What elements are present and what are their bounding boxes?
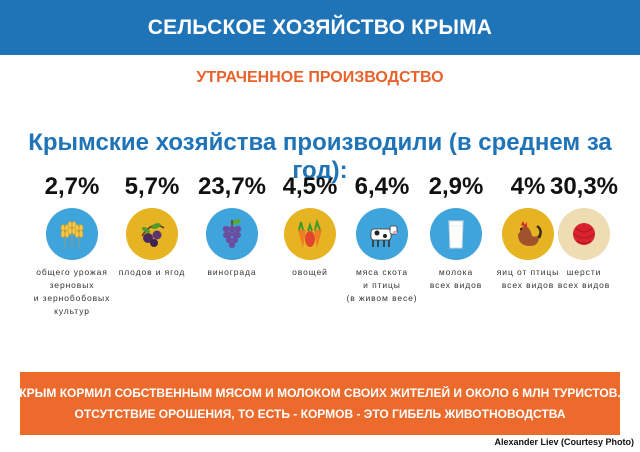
stat-eggs: 4% яиц от птицы всех видов bbox=[486, 172, 570, 292]
stat-label: общего урожая зерновых и зернобобовых ку… bbox=[33, 267, 111, 316]
wool-icon bbox=[558, 208, 610, 260]
header-bar: СЕЛЬСКОЕ ХОЗЯЙСТВО КРЫМА bbox=[0, 0, 640, 55]
stat-value: 23,7% bbox=[197, 173, 267, 200]
stat-vegetables: 4,5% овощей bbox=[268, 172, 352, 279]
photo-credit: Alexander Liev (Courtesy Photo) bbox=[494, 437, 634, 447]
grapes-icon bbox=[206, 208, 258, 260]
chicken-icon bbox=[502, 208, 554, 260]
conclusion-banner: КРЫМ КОРМИЛ СОБСТВЕННЫМ МЯСОМ И МОЛОКОМ … bbox=[19, 372, 621, 435]
stats-row: 2,7% общего урожая зерновых и зернобобов… bbox=[18, 172, 622, 322]
stat-wool: 30,3% шерсти всех видов bbox=[542, 172, 626, 292]
cow-icon bbox=[356, 208, 408, 260]
stat-grapes: 23,7% винограда bbox=[190, 172, 274, 279]
stat-label: яиц от птицы всех видов bbox=[496, 267, 560, 290]
stat-fruit: 5,7% плодов и ягод bbox=[110, 172, 194, 279]
banner-line-1: КРЫМ КОРМИЛ СОБСТВЕННЫМ МЯСОМ И МОЛОКОМ … bbox=[19, 385, 621, 400]
stat-value: 4,5% bbox=[282, 173, 338, 200]
stat-value: 6,4% bbox=[354, 173, 410, 200]
banner-line-2: ОТСУТСТВИЕ ОРОШЕНИЯ, ТО ЕСТЬ - КОРМОВ - … bbox=[74, 406, 566, 421]
stat-value: 2,7% bbox=[44, 173, 100, 200]
stat-value: 5,7% bbox=[124, 173, 180, 200]
stat-label: шерсти всех видов bbox=[557, 267, 611, 290]
section-subtitle: УТРАЧЕННОЕ ПРОИЗВОДСТВО bbox=[196, 69, 444, 86]
stat-meat: 6,4% мяса скота и птицы (в живом весе) bbox=[340, 172, 424, 305]
headline: Крымские хозяйства производили (в средне… bbox=[28, 129, 612, 184]
stat-label: винограда bbox=[207, 267, 257, 277]
stat-grain: 2,7% общего урожая зерновых и зернобобов… bbox=[30, 172, 114, 318]
stat-value: 2,9% bbox=[428, 173, 484, 200]
stat-label: плодов и ягод bbox=[118, 267, 186, 277]
stat-label: овощей bbox=[292, 267, 328, 277]
stat-value: 4% bbox=[510, 173, 546, 200]
stat-value: 30,3% bbox=[549, 173, 619, 200]
stat-label: молока всех видов bbox=[429, 267, 483, 290]
page-title: СЕЛЬСКОЕ ХОЗЯЙСТВО КРЫМА bbox=[147, 15, 493, 39]
fruit-icon bbox=[126, 208, 178, 260]
wheat-icon bbox=[46, 208, 98, 260]
stat-label: мяса скота и птицы (в живом весе) bbox=[346, 267, 418, 303]
stat-milk: 2,9% молока всех видов bbox=[414, 172, 498, 292]
vegetables-icon bbox=[284, 208, 336, 260]
milk-icon bbox=[430, 208, 482, 260]
